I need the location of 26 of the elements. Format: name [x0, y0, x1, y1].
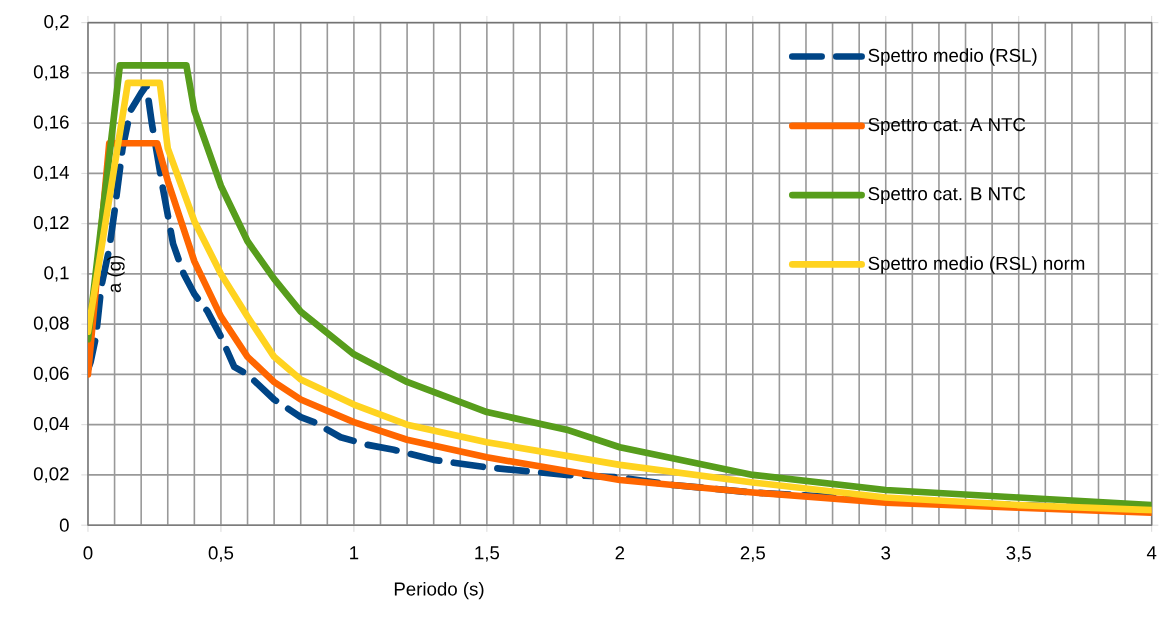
y-tick-label: 0,06	[33, 366, 69, 383]
y-tick-label: 0,12	[33, 215, 69, 232]
legend-label: Spettro medio (RSL) norm	[868, 256, 1085, 274]
legend-label: Spettro cat. B NTC	[868, 187, 1026, 204]
x-tick-label: 3,5	[1006, 546, 1031, 562]
legend-label: Spettro cat. A NTC	[868, 117, 1026, 135]
x-tick-label: 1,5	[475, 546, 500, 562]
y-tick-label: 0,16	[33, 115, 69, 131]
y-tick-label: 0,04	[33, 416, 69, 433]
x-tick-label: 3	[881, 546, 891, 560]
x-tick-label: 2	[615, 546, 625, 560]
x-tick-label: 2,5	[740, 546, 765, 562]
y-axis-title: a (g)	[107, 255, 125, 293]
y-tick-label: 0,02	[33, 467, 69, 483]
x-tick-label: 0,5	[208, 546, 234, 562]
y-tick-label: 0,1	[44, 266, 69, 282]
x-axis-title: Periodo (s)	[394, 581, 484, 600]
y-tick-label: 0,08	[33, 316, 69, 332]
x-tick-label: 4	[1146, 546, 1157, 560]
x-tick-label: 1	[350, 546, 359, 560]
y-tick-label: 0,18	[33, 65, 69, 81]
y-tick-label: 0,14	[33, 165, 69, 182]
x-tick-label: 0	[83, 546, 93, 560]
y-tick-label: 0,2	[44, 14, 69, 31]
y-tick-label: 0	[59, 518, 69, 532]
legend-label: Spettro medio (RSL)	[868, 48, 1037, 66]
